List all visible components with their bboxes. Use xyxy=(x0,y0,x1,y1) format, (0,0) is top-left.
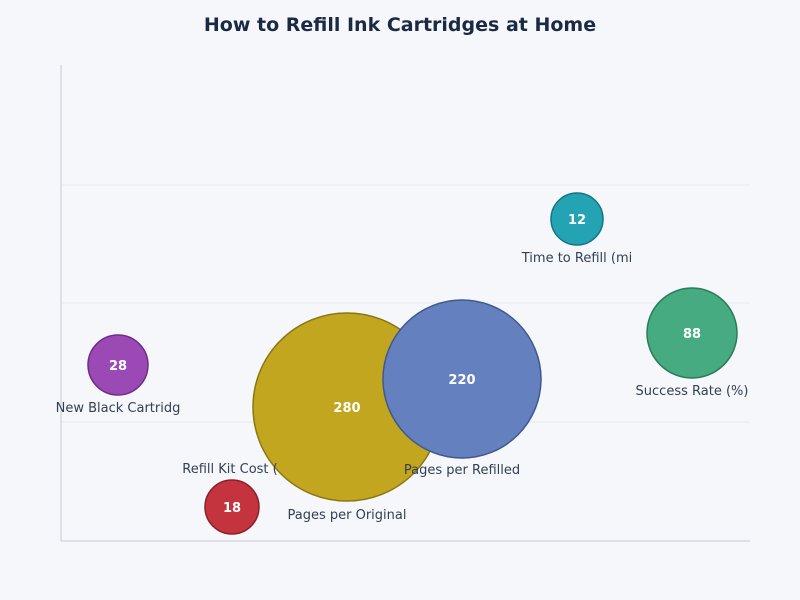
bubble-value: 12 xyxy=(568,213,586,228)
bubble-value: 18 xyxy=(223,501,241,516)
bubble: 12 xyxy=(550,192,604,246)
bubble: 18 xyxy=(204,479,260,535)
bubble-label: Refill Kit Cost ( xyxy=(182,462,277,477)
bubble-circle xyxy=(382,299,542,459)
bubble-label: Time to Refill (mi xyxy=(521,251,632,266)
bubble-labels: New Black Cartridg Refill Kit Cost ( Pages… xyxy=(56,251,749,523)
bubble-label: Pages per Original xyxy=(288,508,407,523)
bubble-circle xyxy=(550,192,604,246)
bubble-value: 88 xyxy=(683,327,701,342)
bubble-label: Pages per Refilled xyxy=(404,463,520,478)
bubble-circle xyxy=(646,287,738,379)
chart-title: How to Refill Ink Cartridges at Home xyxy=(203,14,597,36)
bubbles: 28 18 280 220 12 88 xyxy=(87,192,738,535)
bubble-label: Success Rate (%) xyxy=(636,384,749,399)
bubble: 28 xyxy=(87,334,149,396)
bubble-circle xyxy=(204,479,260,535)
bubble: 88 xyxy=(646,287,738,379)
bubble-label: New Black Cartridg xyxy=(56,401,181,416)
bubble-circle xyxy=(87,334,149,396)
axes xyxy=(60,65,750,542)
bubble-value: 280 xyxy=(333,401,360,416)
bubble-value: 220 xyxy=(448,373,475,388)
bubble: 220 xyxy=(382,299,542,459)
bubble-value: 28 xyxy=(109,359,127,374)
